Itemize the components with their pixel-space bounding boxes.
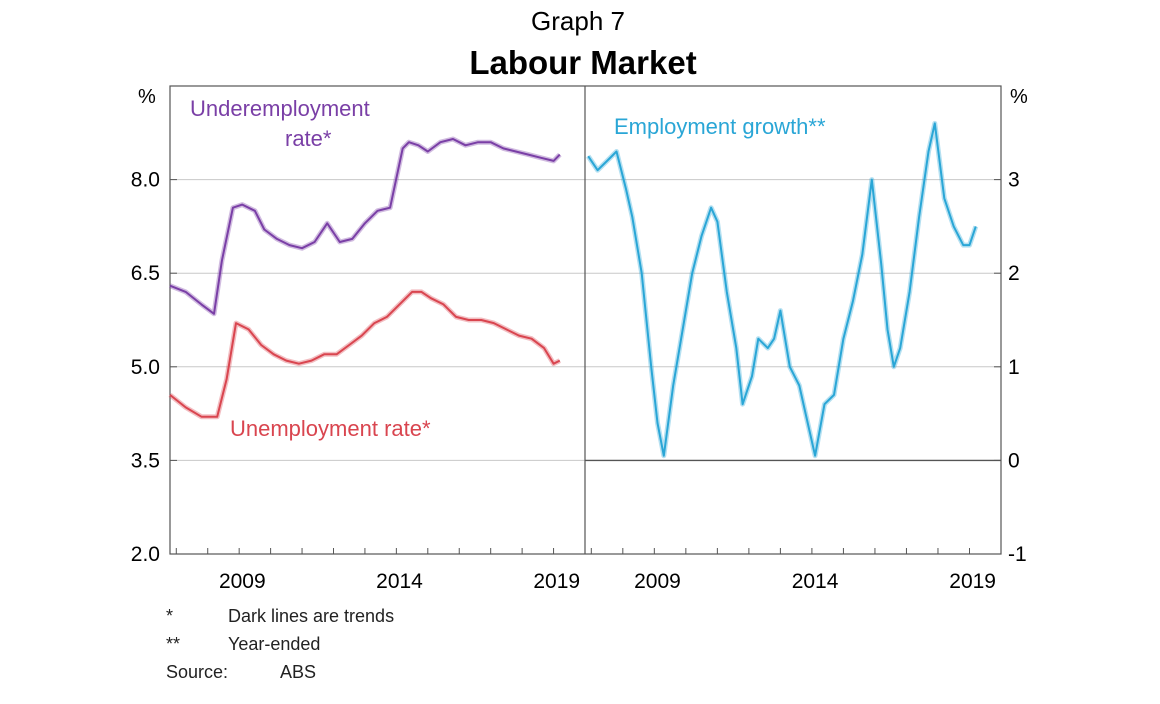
y-tick-left-3.5: 3.5 xyxy=(131,449,160,472)
note-text-year-ended: Year-ended xyxy=(228,634,320,654)
employment-growth-series-raw-line xyxy=(586,120,979,459)
y-unit-right: % xyxy=(1010,86,1028,108)
y-tick-right-2: 2 xyxy=(1008,262,1020,285)
y-unit-left: % xyxy=(138,86,156,108)
x-tick-right-2019: 2019 xyxy=(949,570,996,593)
graph-number: Graph 7 xyxy=(531,6,625,36)
unemployment-series-line xyxy=(169,290,561,418)
y-tick-left-8.0: 8.0 xyxy=(131,169,160,192)
label-underemployment-line1: Underemployment xyxy=(190,96,370,121)
y-tick-left-6.5: 6.5 xyxy=(131,262,160,285)
note-source-value: ABS xyxy=(280,662,316,682)
y-tick-right-3: 3 xyxy=(1008,169,1020,192)
y-tick-right-0: 0 xyxy=(1008,449,1020,472)
y-tick-right--1: -1 xyxy=(1008,543,1027,566)
y-tick-left-5.0: 5.0 xyxy=(131,356,160,379)
y-tick-right-1: 1 xyxy=(1008,356,1020,379)
note-marker-year-ended: ** xyxy=(166,634,180,654)
y-tick-left-2.0: 2.0 xyxy=(131,543,160,566)
label-unemployment: Unemployment rate* xyxy=(230,416,431,441)
note-marker-trends: * xyxy=(166,606,173,626)
label-employment-growth: Employment growth** xyxy=(614,114,826,139)
x-tick-left-2019: 2019 xyxy=(533,570,580,593)
x-tick-left-2014: 2014 xyxy=(376,570,423,593)
chart-title: Labour Market xyxy=(469,44,696,81)
x-tick-left-2009: 2009 xyxy=(219,570,266,593)
plot-area: 2.0 3.5 5.0 6.5 8.0 -1 0 1 2 3% % 2009 2014 2019 2009 2… xyxy=(131,85,1028,593)
note-text-trends: Dark lines are trends xyxy=(228,606,394,626)
x-tick-right-2009: 2009 xyxy=(634,570,681,593)
employment-growth-series-line xyxy=(587,122,977,457)
note-source-label: Source: xyxy=(166,662,228,682)
underemployment-series-line xyxy=(169,138,561,315)
unemployment-series-raw-line xyxy=(168,289,561,420)
label-underemployment-line2: rate* xyxy=(285,126,332,151)
x-tick-right-2014: 2014 xyxy=(792,570,839,593)
